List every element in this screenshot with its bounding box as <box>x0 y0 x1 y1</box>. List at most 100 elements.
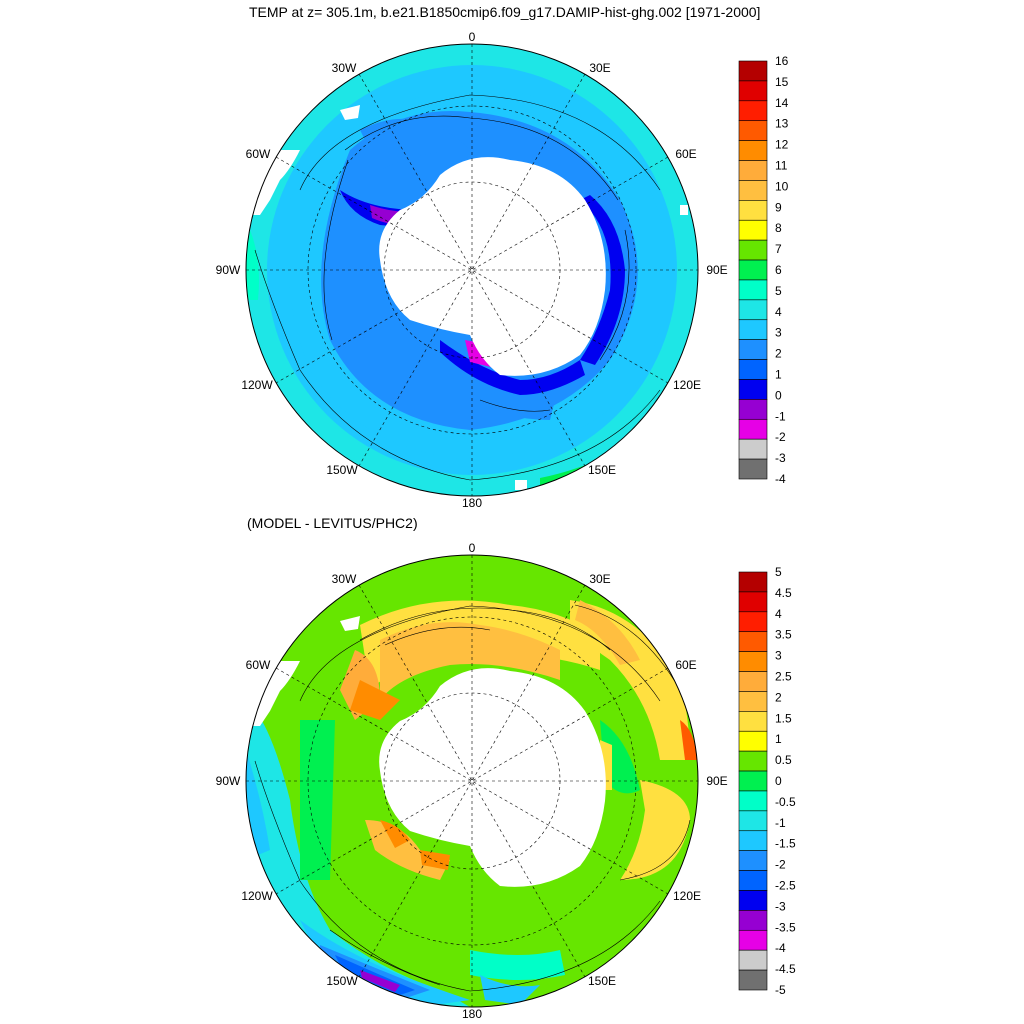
bottom-lon-label: 60W <box>246 658 271 672</box>
top-colorbar-swatch <box>738 418 768 440</box>
top-colorbar-label: 12 <box>775 138 789 152</box>
bottom-colorbar-swatch <box>738 890 768 911</box>
bottom-colorbar-label: 5 <box>775 565 782 579</box>
top-colorbar-swatch <box>738 438 768 460</box>
bottom-polar-map <box>245 554 699 1008</box>
bottom-colorbar-swatch <box>738 611 768 633</box>
bottom-colorbar-swatch <box>738 671 768 692</box>
top-colorbar-swatch <box>738 399 768 420</box>
top-colorbar-swatch <box>738 319 768 340</box>
top-colorbar-label: -3 <box>775 451 786 465</box>
bottom-lon-label: 30W <box>332 572 357 586</box>
top-colorbar-label: 16 <box>775 54 789 68</box>
bottom-colorbar-swatch <box>738 770 768 792</box>
bottom-colorbar-swatch <box>738 870 768 891</box>
top-colorbar-label: -4 <box>775 472 786 486</box>
top-colorbar-label: 3 <box>775 326 782 340</box>
top-lon-labels: 0 30E 60E 90E 120E 150E 180 150W 120W 90… <box>216 30 728 510</box>
top-colorbar-swatch <box>738 239 768 261</box>
bottom-lon-label: 90W <box>216 774 241 788</box>
bottom-lon-label: 60E <box>675 658 696 672</box>
bottom-colorbar-swatch <box>738 571 768 593</box>
bottom-lon-labels: 0 30E 60E 90E 120E 150E 180 150W 120W 90… <box>216 541 728 1021</box>
top-colorbar-swatch <box>738 458 768 480</box>
top-lon-label: 30E <box>589 61 610 75</box>
top-lon-label: 30W <box>332 61 357 75</box>
bottom-lon-label: 150W <box>326 974 358 988</box>
top-lon-label: 90E <box>706 263 727 277</box>
bottom-colorbar-label: -4.5 <box>775 962 796 976</box>
bottom-colorbar-label: -2 <box>775 858 786 872</box>
bottom-colorbar-label: 3.5 <box>775 628 792 642</box>
bottom-colorbar-swatch <box>738 711 768 732</box>
bottom-colorbar-swatch <box>738 790 768 812</box>
top-lon-label: 0 <box>469 30 476 44</box>
top-lon-label: 150E <box>588 463 616 477</box>
bottom-colorbar: 5 4.5 4 3.5 3 2.5 2 1.5 1 0.5 0 -0.5 -1 -1.5 -2 -2.5 -3 -… <box>738 565 796 997</box>
top-colorbar-label: 8 <box>775 221 782 235</box>
bottom-colorbar-label: -4 <box>775 941 786 955</box>
top-colorbar-label: 15 <box>775 75 789 89</box>
bottom-colorbar-swatch <box>738 631 768 652</box>
bottom-colorbar-label: -1 <box>775 816 786 830</box>
top-colorbar-swatch <box>738 279 768 301</box>
bottom-colorbar-label: 1.5 <box>775 711 792 725</box>
top-panel-title: TEMP at z= 305.1m, b.e21.B1850cmip6.f09_… <box>249 4 761 20</box>
top-colorbar-swatch <box>738 219 768 241</box>
top-lon-label: 180 <box>462 496 482 510</box>
top-colorbar-swatch <box>738 259 768 281</box>
top-colorbar-swatch <box>738 160 768 181</box>
bottom-panel-title: (MODEL - LEVITUS/PHC2) <box>247 515 418 531</box>
bottom-colorbar-swatch <box>738 730 768 752</box>
bottom-lon-label: 150E <box>588 974 616 988</box>
top-colorbar-label: 13 <box>775 117 789 131</box>
top-colorbar-label: 4 <box>775 305 782 319</box>
bottom-colorbar-swatch <box>738 810 768 832</box>
bottom-colorbar-swatch <box>738 850 768 871</box>
antarctica-landmass <box>379 157 606 376</box>
bottom-colorbar-swatch <box>738 949 768 971</box>
bottom-colorbar-label: 0.5 <box>775 753 792 767</box>
bottom-lon-label: 120E <box>673 889 701 903</box>
top-colorbar-swatch <box>738 339 768 360</box>
bottom-colorbar-label: -5 <box>775 983 786 997</box>
top-colorbar-swatch <box>738 80 768 102</box>
top-colorbar-label: -1 <box>775 409 786 423</box>
top-colorbar-swatch <box>738 140 768 161</box>
top-colorbar-swatch <box>738 359 768 380</box>
bottom-colorbar-label: 4 <box>775 607 782 621</box>
top-lon-label: 150W <box>326 463 358 477</box>
top-lon-label: 120W <box>241 378 273 392</box>
top-colorbar-label: 11 <box>775 159 788 173</box>
top-colorbar-label: -2 <box>775 430 786 444</box>
bottom-colorbar-swatch <box>738 969 768 991</box>
top-colorbar-label: 2 <box>775 347 782 361</box>
top-colorbar-swatch <box>738 120 768 141</box>
bottom-colorbar-swatch <box>738 591 768 613</box>
top-colorbar-label: 7 <box>775 242 782 256</box>
top-colorbar-swatch <box>738 379 768 400</box>
top-lon-label: 60W <box>246 147 271 161</box>
bottom-lon-label: 90E <box>706 774 727 788</box>
bottom-lon-label: 30E <box>589 572 610 586</box>
bottom-colorbar-label: -3.5 <box>775 920 796 934</box>
top-colorbar-label: 6 <box>775 263 782 277</box>
bottom-colorbar-label: -2.5 <box>775 879 796 893</box>
bottom-colorbar-swatch <box>738 691 768 712</box>
bottom-colorbar-label: 1 <box>775 732 782 746</box>
bottom-colorbar-label: 0 <box>775 774 782 788</box>
bottom-colorbar-swatch <box>738 910 768 931</box>
bottom-colorbar-label: 3 <box>775 649 782 663</box>
bottom-colorbar-label: 4.5 <box>775 586 792 600</box>
bottom-colorbar-swatch <box>738 651 768 672</box>
top-lon-label: 120E <box>673 378 701 392</box>
top-colorbar-swatch <box>738 100 768 122</box>
bottom-colorbar-label: -1.5 <box>775 837 796 851</box>
top-colorbar-label: 1 <box>775 368 782 382</box>
top-colorbar-label: 5 <box>775 284 782 298</box>
top-colorbar-label: 10 <box>775 179 789 193</box>
bottom-lon-label: 180 <box>462 1007 482 1021</box>
bottom-colorbar-swatch <box>738 929 768 951</box>
bottom-colorbar-label: -3 <box>775 899 786 913</box>
